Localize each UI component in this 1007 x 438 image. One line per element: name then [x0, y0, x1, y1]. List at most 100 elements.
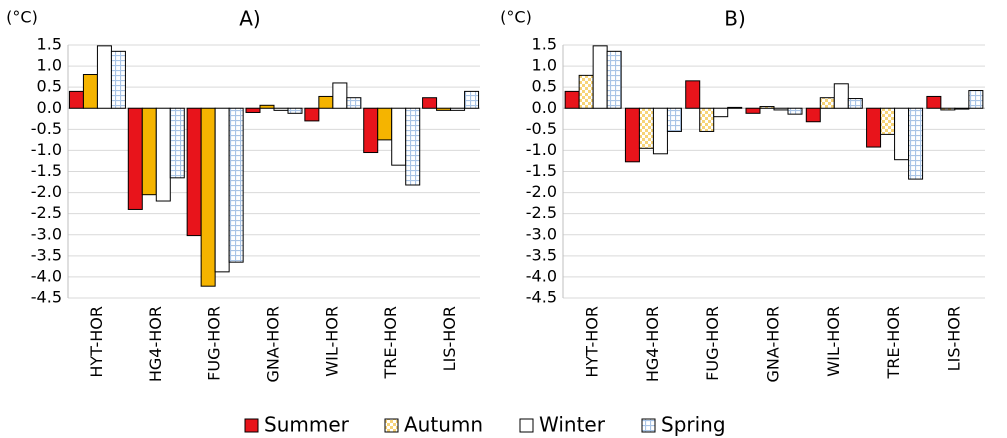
bar [685, 80, 701, 109]
bar [363, 107, 379, 154]
bar [564, 90, 580, 109]
bar [245, 107, 261, 113]
bar [606, 50, 622, 109]
legend-swatch [244, 418, 259, 433]
y-tick-label: 1.0 [37, 56, 62, 75]
chart-title: A) [239, 7, 260, 31]
bar [346, 97, 362, 109]
y-tick-label: -2.0 [526, 182, 557, 201]
x-tick-label: TRE-HOR [381, 306, 400, 380]
bar [940, 107, 956, 111]
y-tick-label: 1.5 [37, 35, 62, 54]
legend-label: Winter [539, 413, 606, 437]
y-tick-label: -2.5 [526, 203, 557, 222]
bar [96, 45, 112, 109]
bar [155, 107, 171, 202]
bar [127, 107, 143, 210]
legend-label: Summer [264, 413, 350, 437]
x-tick-label: LIS-HOR [944, 306, 963, 371]
y-tick-label: -1.5 [526, 161, 557, 180]
bar [759, 106, 775, 109]
bar [259, 104, 275, 109]
chart-title: B) [724, 7, 746, 31]
x-tick-label: GNA-HOR [764, 306, 783, 382]
bar [464, 90, 480, 109]
bar [773, 107, 789, 111]
y-tick-label: -0.5 [526, 119, 557, 138]
bar [819, 97, 835, 109]
bar [652, 107, 668, 155]
y-tick-label: 1.5 [532, 35, 557, 54]
legend-swatch [519, 418, 534, 433]
bar [926, 95, 942, 109]
bar [287, 107, 303, 114]
y-tick-label: -2.0 [31, 182, 62, 201]
y-tick-label: -3.5 [31, 245, 62, 264]
bar [377, 107, 393, 141]
bar [422, 97, 438, 109]
bar [592, 45, 608, 109]
y-tick-label: -4.5 [526, 288, 557, 307]
bar [894, 107, 910, 161]
y-tick-label: -3.0 [526, 224, 557, 243]
y-tick-label: -4.0 [526, 266, 557, 285]
bar [273, 107, 289, 111]
y-tick-label: -1.0 [526, 140, 557, 159]
bar [436, 107, 452, 111]
y-tick-label: -0.5 [31, 119, 62, 138]
x-tick-label: GNA-HOR [264, 306, 283, 382]
bar [968, 90, 984, 109]
x-tick-label: HYT-HOR [583, 306, 602, 378]
legend-label: Autumn [404, 413, 483, 437]
bar [450, 107, 466, 111]
bar [866, 107, 882, 148]
bar [200, 107, 216, 287]
bar [391, 107, 407, 166]
bar [847, 98, 863, 109]
bar [304, 107, 320, 122]
bar [318, 95, 334, 109]
y-tick-label: -2.5 [31, 203, 62, 222]
bar [727, 106, 743, 109]
y-axis-label: (°C) [6, 8, 38, 27]
bar [110, 50, 126, 109]
y-tick-label: -3.5 [526, 245, 557, 264]
y-axis-label: (°C) [500, 8, 532, 27]
bar [699, 107, 715, 132]
bar [833, 83, 849, 109]
y-tick-label: 1.0 [532, 56, 557, 75]
bar [332, 82, 348, 109]
bar [578, 74, 594, 109]
bar [214, 107, 230, 273]
x-tick-label: HG4-HOR [643, 306, 662, 382]
bar [954, 107, 970, 110]
bar [666, 107, 682, 132]
x-tick-label: FUG-HOR [205, 306, 224, 381]
legend-label: Spring [661, 413, 726, 437]
bar [405, 107, 421, 186]
bar [805, 107, 821, 123]
bar [713, 107, 729, 118]
legend-swatch [641, 418, 656, 433]
x-tick-label: HG4-HOR [146, 306, 165, 382]
x-tick-label: HYT-HOR [87, 306, 106, 378]
bar [141, 107, 157, 196]
bar [787, 107, 803, 115]
legend-swatch [384, 418, 399, 433]
y-tick-label: -4.0 [31, 266, 62, 285]
x-tick-label: FUG-HOR [703, 306, 722, 381]
bar [228, 107, 244, 263]
bar [624, 107, 640, 163]
y-tick-label: -4.5 [31, 288, 62, 307]
bar [908, 107, 924, 180]
y-tick-label: -1.0 [31, 140, 62, 159]
bar [169, 107, 185, 179]
bar [68, 90, 84, 109]
y-tick-label: 0.0 [37, 98, 62, 117]
y-tick-label: -1.5 [31, 161, 62, 180]
x-tick-label: WIL-HOR [322, 306, 341, 377]
x-tick-label: LIS-HOR [440, 306, 459, 371]
bar [638, 107, 654, 149]
bar [82, 74, 98, 109]
